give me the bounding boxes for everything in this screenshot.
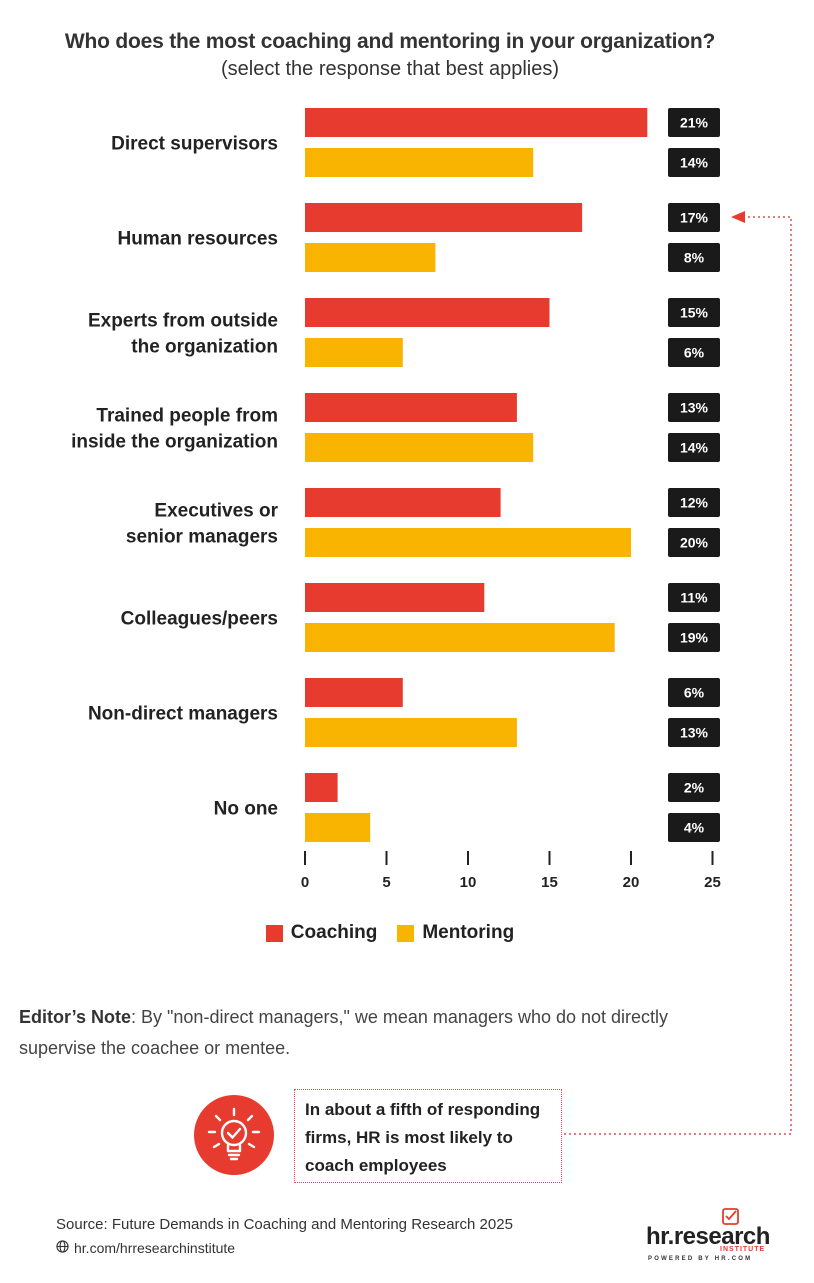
bar-coaching (305, 773, 338, 802)
editors-note: Editor’s Note: By "non-direct managers,"… (19, 1002, 709, 1064)
category-label: senior managers (126, 527, 278, 548)
category-label: Trained people from (96, 406, 278, 427)
legend-label-coaching: Coaching (290, 922, 378, 943)
category-label: Colleagues/peers (121, 609, 278, 630)
value-label: 13% (680, 400, 709, 416)
x-tick-label: 20 (623, 874, 640, 891)
value-badge (668, 148, 720, 177)
editors-note-lead: Editor’s Note (19, 1007, 132, 1027)
legend-label-mentoring: Mentoring (422, 922, 515, 943)
value-label: 17% (680, 210, 709, 226)
bar-mentoring (305, 813, 371, 842)
logo-sub-text: INSTITUTE (720, 1246, 766, 1253)
source-text: Source: Future Demands in Coaching and M… (56, 1216, 513, 1233)
source-url-text: hr.com/hrresearchinstitute (74, 1240, 236, 1256)
bar-mentoring (305, 718, 517, 747)
category-label: the organization (131, 337, 278, 358)
legend-item-coaching: Coaching (265, 922, 378, 944)
legend-item-mentoring: Mentoring (397, 922, 514, 944)
value-label: 21% (680, 115, 709, 131)
bar-coaching (305, 583, 485, 612)
bar-coaching (305, 393, 517, 422)
value-label: 14% (680, 440, 709, 456)
value-label: 15% (680, 305, 709, 321)
x-tick-label: 0 (301, 874, 309, 891)
bar-mentoring (305, 623, 615, 652)
x-tick-label: 25 (704, 874, 721, 891)
category-label: inside the organization (71, 432, 278, 453)
value-label: 6% (684, 685, 705, 701)
category-label: No one (214, 799, 278, 820)
x-tick-label: 10 (460, 874, 477, 891)
chart-title: Who does the most coaching and mentoring… (64, 30, 716, 53)
bar-mentoring (305, 338, 403, 367)
category-label: Experts from outside (88, 311, 278, 332)
x-tick-label: 5 (382, 874, 390, 891)
legend-swatch-coaching (265, 924, 283, 942)
x-tick-label: 15 (541, 874, 558, 891)
value-label: 13% (680, 725, 709, 741)
category-label: Non-direct managers (88, 704, 278, 725)
value-label: 19% (680, 630, 709, 646)
chart-legend: Coaching Mentoring (0, 922, 780, 944)
globe-icon (56, 1240, 69, 1256)
chart-subtitle: (select the response that best applies) (221, 58, 559, 80)
hr-research-logo: hr.research INSTITUTE POWERED BY HR.COM (646, 1205, 770, 1265)
callout-box: In about a fifth of responding firms, HR… (294, 1089, 562, 1183)
category-label: Human resources (117, 229, 278, 250)
bar-coaching (305, 298, 550, 327)
value-badge (668, 108, 720, 137)
value-label: 2% (684, 780, 705, 796)
logo-powered-text: POWERED BY HR.COM (648, 1256, 753, 1262)
bar-mentoring (305, 528, 631, 557)
bar-mentoring (305, 148, 534, 177)
value-label: 8% (684, 250, 705, 266)
value-label: 14% (680, 155, 709, 171)
value-label: 11% (680, 590, 708, 606)
value-label: 6% (684, 345, 705, 361)
source-url[interactable]: hr.com/hrresearchinstitute (56, 1240, 235, 1256)
logo-badge-icon (722, 1208, 739, 1225)
bar-coaching (305, 488, 501, 517)
value-label: 20% (680, 535, 709, 551)
legend-swatch-mentoring (397, 924, 415, 942)
bar-coaching (305, 203, 583, 232)
bar-mentoring (305, 243, 436, 272)
bar-chart: Direct supervisors 21% 14% Human resources 1… (71, 108, 721, 891)
lightbulb-check-icon (194, 1095, 274, 1175)
category-label: Direct supervisors (111, 134, 278, 155)
bar-coaching (305, 678, 403, 707)
value-label: 4% (684, 820, 705, 836)
logo-main-text: hr.research (646, 1223, 770, 1250)
category-label: Executives or (154, 501, 278, 522)
editors-note-text: : By "non-direct managers," we mean mana… (19, 1007, 669, 1058)
bar-mentoring (305, 433, 534, 462)
value-label: 12% (680, 495, 709, 511)
bar-coaching (305, 108, 648, 137)
